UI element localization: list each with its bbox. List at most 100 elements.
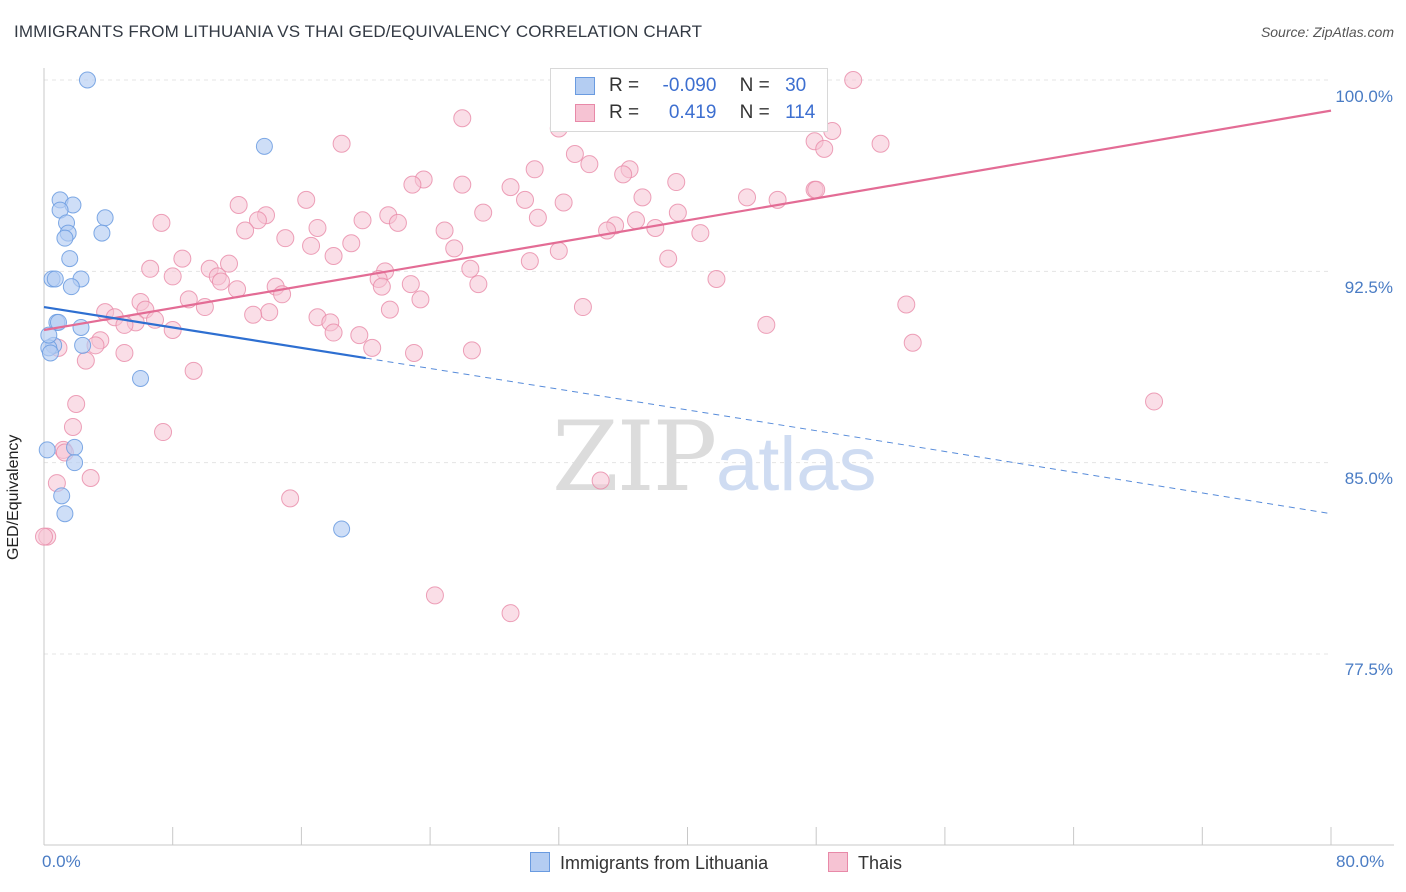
bottom-legend-swatch-blue [530,852,550,872]
data-point-thais [580,155,599,174]
data-point-thais [525,160,544,179]
data-point-thais [627,211,646,230]
data-point-thais [353,211,372,230]
r-value: 0.419 [668,102,717,123]
data-point-thais [372,277,391,296]
trend-lines [43,109,1332,515]
data-point-thais [248,211,267,230]
data-point-thais [342,234,361,253]
data-point-thais [573,298,592,317]
data-point-thais [324,247,343,266]
data-point-lithuania [132,369,150,387]
data-point-thais [614,165,633,184]
data-point-lithuania [56,505,74,523]
legend-swatch-pink [575,104,595,122]
data-point-thais [425,586,444,605]
bottom-legend-lithuania: Immigrants from Lithuania [530,852,768,874]
data-point-thais [332,134,351,153]
data-point-thais [76,351,95,370]
data-point-thais [297,190,316,209]
data-point-thais [501,178,520,197]
data-point-thais [633,188,652,207]
data-point-thais [236,221,255,240]
legend-text: R = -0.090 N = 30 [609,75,806,97]
r-label: R = [609,75,640,96]
bottom-legend-swatch-pink [828,852,848,872]
r-value: -0.090 [662,75,717,96]
data-point-thais [757,315,776,334]
data-point-thais [281,489,300,508]
data-point-thais [211,272,230,291]
data-point-thais [154,423,173,442]
data-point-lithuania [93,224,111,242]
data-point-lithuania [78,71,96,89]
data-point-thais [115,343,134,362]
data-point-thais [67,394,86,413]
data-point-thais [244,305,263,324]
data-point-thais [469,275,488,294]
data-point-thais [474,203,493,222]
data-point-thais [707,269,726,288]
data-point-thais [461,259,480,278]
data-point-thais [598,221,617,240]
chart-title: IMMIGRANTS FROM LITHUANIA VS THAI GED/EQ… [14,22,703,41]
data-point-thais [549,241,568,260]
data-point-thais [401,275,420,294]
data-point-thais [668,203,687,222]
n-label: N = [739,102,770,123]
r-label: R = [609,102,640,123]
legend-swatch-blue [575,77,595,95]
y-tick-label: 92.5% [1344,278,1393,297]
data-point-thais [380,300,399,319]
series-lithuania-points [38,71,351,538]
data-point-thais [403,175,422,194]
series-thais-points [35,71,1164,623]
bottom-legend-thais: Thais [828,852,902,874]
legend-text: R = 0.419 N = 114 [609,102,815,124]
data-point-thais [163,267,182,286]
data-point-thais [528,208,547,227]
gridlines [44,79,1331,655]
y-axis-title: GED/Equivalency [5,434,22,560]
data-point-lithuania [53,487,71,505]
data-point-lithuania [41,344,59,362]
data-point-thais [738,188,757,207]
data-point-thais [871,134,890,153]
data-point-lithuania [38,441,56,459]
n-label: N = [739,75,770,96]
data-point-thais [565,144,584,163]
data-point-thais [516,190,535,209]
data-point-thais [152,213,171,232]
data-point-thais [897,295,916,314]
bottom-legend-label: Thais [858,853,903,873]
y-tick-label: 77.5% [1344,660,1393,679]
y-tick-label: 85.0% [1344,469,1393,488]
data-point-thais [520,252,539,271]
data-point-thais [220,254,239,273]
data-point-thais [691,224,710,243]
data-point-thais [163,321,182,340]
data-point-thais [63,417,82,436]
data-point-lithuania [56,229,74,247]
data-point-thais [453,109,472,128]
data-point-lithuania [40,326,58,344]
data-point-thais [308,218,327,237]
data-point-thais [405,343,424,362]
data-point-thais [1145,392,1164,411]
data-point-thais [350,326,369,345]
data-point-thais [453,175,472,194]
correlation-legend: R = -0.090 N = 30 R = 0.419 N = 114 [550,68,828,132]
x-tick-label-min: 0.0% [42,852,81,871]
trend-line-thais [43,109,1332,332]
data-point-thais [276,229,295,248]
data-point-thais [260,303,279,322]
data-point-thais [554,193,573,212]
data-point-thais [184,361,203,380]
n-value: 30 [785,75,807,96]
data-point-thais [81,468,100,487]
axes [43,68,1394,846]
data-point-lithuania [62,278,80,296]
source-label: Source: ZipAtlas.com [1260,24,1394,40]
data-point-thais [141,259,160,278]
